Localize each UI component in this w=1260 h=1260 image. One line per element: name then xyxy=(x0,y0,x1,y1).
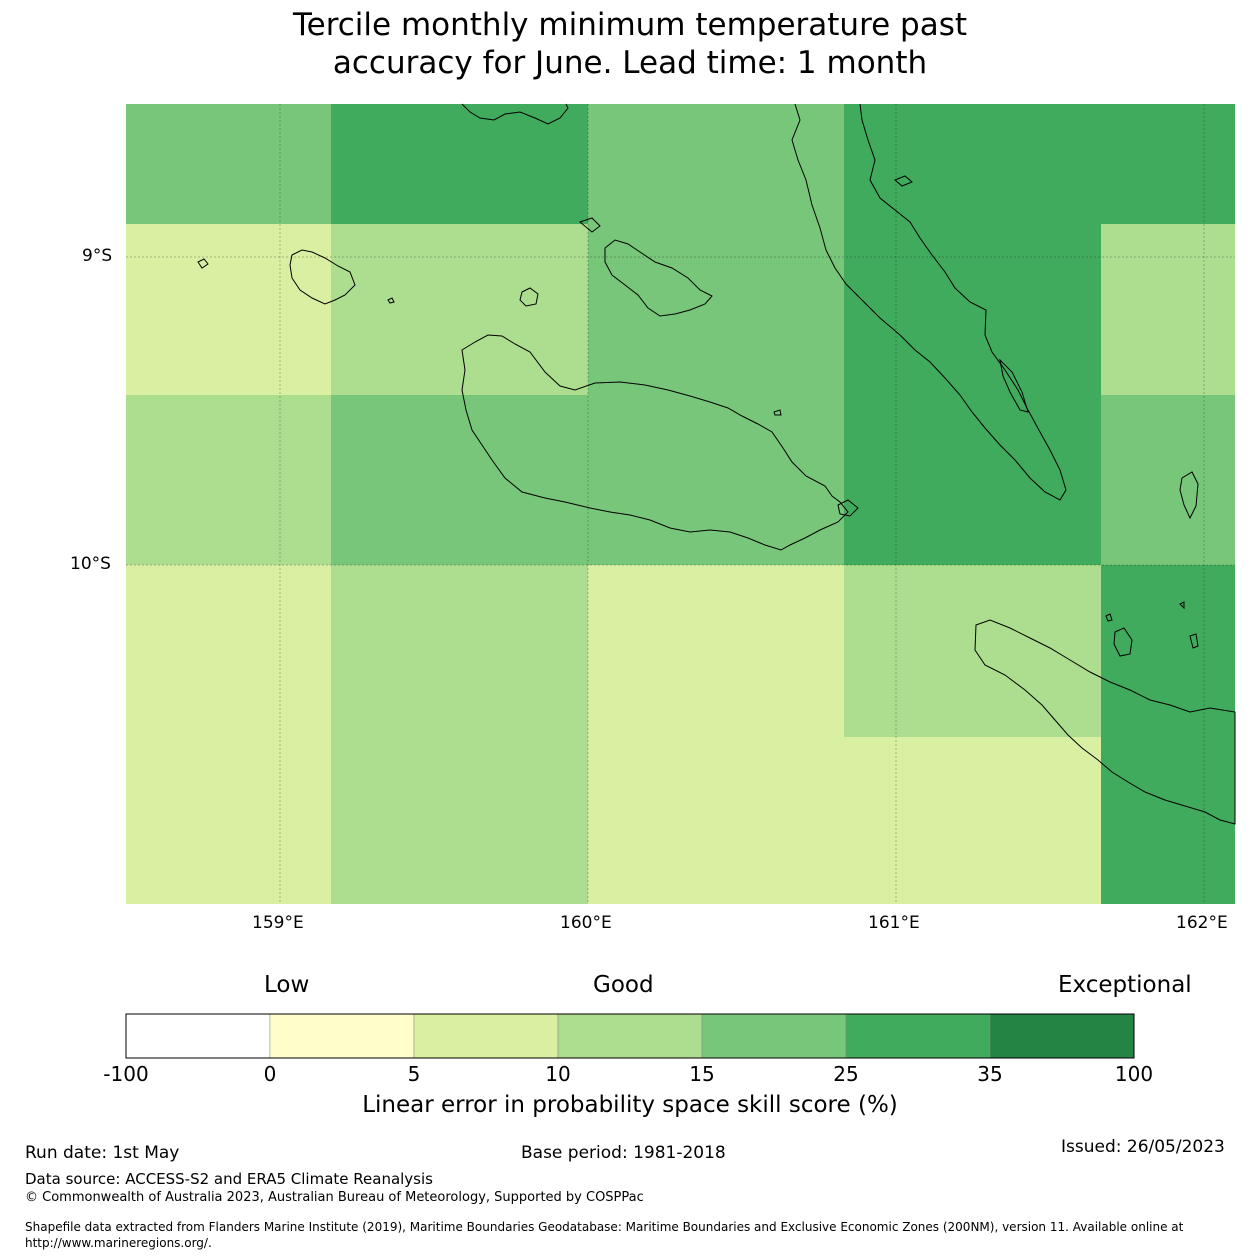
grid-cell xyxy=(126,104,331,224)
grid-cell xyxy=(844,104,1235,224)
island-coast xyxy=(461,103,569,125)
malaita-coast xyxy=(791,103,1067,501)
colorbar-frame xyxy=(125,1013,1135,1059)
nggela-coast xyxy=(604,239,713,317)
lon-label-159e: 159°E xyxy=(252,913,304,933)
grid-cell xyxy=(126,395,331,565)
grid-cell xyxy=(1101,565,1235,904)
colorbar-tick: 35 xyxy=(977,1062,1003,1086)
colorbar-category-good: Good xyxy=(593,972,654,998)
colorbar-swatch xyxy=(557,1013,703,1059)
colorbar-category-exceptional: Exceptional xyxy=(1058,972,1192,998)
coastlines xyxy=(197,103,1236,825)
grid-cell xyxy=(126,565,331,904)
island-coast xyxy=(773,409,782,416)
island-coast xyxy=(1179,471,1199,520)
colorbar xyxy=(125,1013,1135,1059)
run-date: Run date: 1st May xyxy=(25,1143,180,1163)
colorbar-category-low: Low xyxy=(264,972,310,998)
lon-label-161e: 161°E xyxy=(868,913,920,933)
guadalcanal-coast xyxy=(461,334,849,551)
grid-cell xyxy=(588,224,844,395)
colorbar-tick: 0 xyxy=(263,1062,277,1086)
lon-label-162e: 162°E xyxy=(1176,913,1228,933)
grid-cell xyxy=(844,737,1101,904)
grid-cell xyxy=(844,224,1101,395)
colorbar-tick: 10 xyxy=(545,1062,571,1086)
shapefile-credit-1: Shapefile data extracted from Flanders M… xyxy=(25,1220,1184,1234)
lon-label-160e: 160°E xyxy=(560,913,612,933)
colorbar-swatch xyxy=(125,1013,271,1059)
grid-cell xyxy=(331,395,844,565)
graticule xyxy=(126,104,1235,904)
map-title: Tercile monthly minimum temperature past… xyxy=(0,6,1260,82)
grid-cell xyxy=(588,565,844,904)
island-coast xyxy=(1189,633,1199,649)
grid-cell xyxy=(331,104,588,224)
grid-cell xyxy=(844,395,1101,565)
colorbar-tick: 25 xyxy=(833,1062,859,1086)
lat-label-9s: 9°S xyxy=(82,246,113,266)
map-panel xyxy=(126,103,1236,904)
grid-cell xyxy=(1101,224,1235,395)
island-coast xyxy=(197,258,209,269)
title-line-2: accuracy for June. Lead time: 1 month xyxy=(332,45,928,81)
island-coast xyxy=(519,287,539,307)
makira-coast xyxy=(974,619,1236,825)
colorbar-label: Linear error in probability space skill … xyxy=(362,1092,898,1118)
skill-grid xyxy=(126,104,1235,904)
island-coast xyxy=(387,297,395,304)
island-coast xyxy=(894,175,913,187)
colorbar-swatch xyxy=(989,1013,1135,1059)
data-source: Data source: ACCESS-S2 and ERA5 Climate … xyxy=(25,1170,433,1188)
colorbar-swatch xyxy=(269,1013,415,1059)
base-period: Base period: 1981-2018 xyxy=(521,1143,726,1163)
colorbar-swatch xyxy=(701,1013,847,1059)
island-coast xyxy=(999,358,1029,413)
island-coast xyxy=(1113,627,1133,657)
issued-date: Issued: 26/05/2023 xyxy=(1061,1137,1225,1157)
island-coast xyxy=(1105,613,1113,622)
grid-cell xyxy=(1101,395,1235,565)
lat-label-10s: 10°S xyxy=(70,554,111,574)
grid-cell xyxy=(588,104,844,224)
grid-cell xyxy=(331,565,588,904)
colorbar-tick: 15 xyxy=(689,1062,715,1086)
copyright: © Commonwealth of Australia 2023, Austra… xyxy=(25,1190,644,1205)
island-coast xyxy=(578,217,601,233)
colorbar-swatch xyxy=(845,1013,991,1059)
shapefile-credit-2: http://www.marineregions.org/. xyxy=(25,1236,212,1250)
colorbar-tick: -100 xyxy=(103,1062,149,1086)
colorbar-tick: 100 xyxy=(1114,1062,1154,1086)
island-coast xyxy=(1179,601,1185,610)
colorbar-tick: 5 xyxy=(407,1062,421,1086)
grid-cell xyxy=(331,224,588,395)
island-coast xyxy=(837,499,859,517)
title-line-1: Tercile monthly minimum temperature past xyxy=(292,7,968,43)
grid-cell xyxy=(844,565,1101,737)
colorbar-swatch xyxy=(413,1013,559,1059)
russell-coast xyxy=(289,249,356,305)
